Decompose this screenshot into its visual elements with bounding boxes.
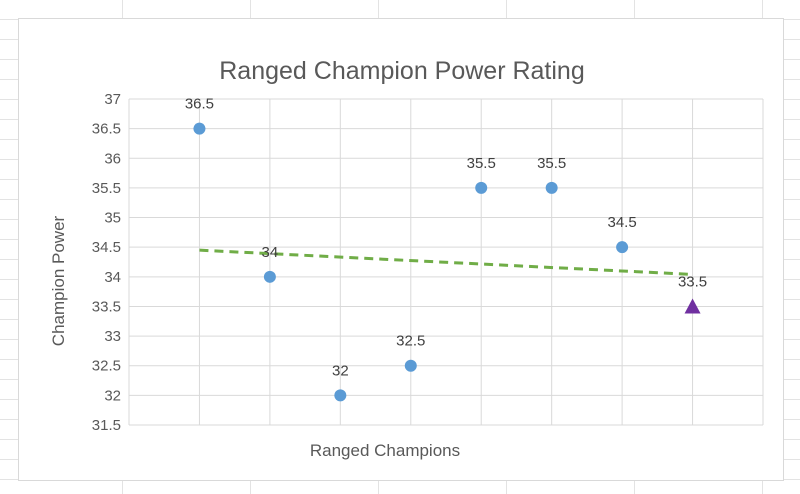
y-tick-label: 33.5 (92, 298, 121, 315)
data-label: 36.5 (185, 96, 214, 113)
y-tick-label: 35.5 (92, 180, 121, 197)
plot-area: 31.5 32 32.5 33 33.5 34 34.5 35 35.5 36 36.5 37 36.5… (92, 91, 764, 434)
data-label: 34.5 (608, 214, 637, 231)
y-tick-label: 34.5 (92, 239, 121, 256)
chart-title: Ranged Champion Power Rating (219, 57, 585, 85)
y-tick-label: 34 (104, 269, 121, 286)
x-axis-title: Ranged Champions (19, 441, 785, 461)
data-label: 35.5 (537, 155, 566, 172)
data-point (616, 241, 629, 254)
data-point (334, 389, 347, 402)
y-tick-label: 32 (104, 387, 121, 404)
y-tick-label: 36.5 (92, 121, 121, 138)
data-point (475, 181, 488, 194)
y-tick-label: 32.5 (92, 358, 121, 375)
chart-area[interactable]: Ranged Champion Power Rating Champion Po… (18, 18, 784, 481)
data-label: 34 (262, 244, 279, 261)
data-point (545, 181, 558, 194)
y-tick-label: 36 (104, 150, 121, 167)
data-point (263, 270, 276, 283)
y-tick-label: 31.5 (92, 417, 121, 434)
data-label: 32 (332, 362, 349, 379)
data-point (193, 122, 206, 135)
y-tick-label: 37 (104, 91, 121, 108)
x-axis-title-text: Ranged Champions (309, 441, 461, 460)
data-point (404, 359, 417, 372)
data-label: 33.5 (678, 273, 707, 290)
data-point-triangle (684, 298, 701, 314)
y-tick-label: 35 (104, 210, 121, 227)
data-label: 32.5 (396, 333, 425, 350)
y-tick-label: 33 (104, 328, 121, 345)
data-label: 35.5 (467, 155, 496, 172)
trendline (199, 248, 693, 276)
